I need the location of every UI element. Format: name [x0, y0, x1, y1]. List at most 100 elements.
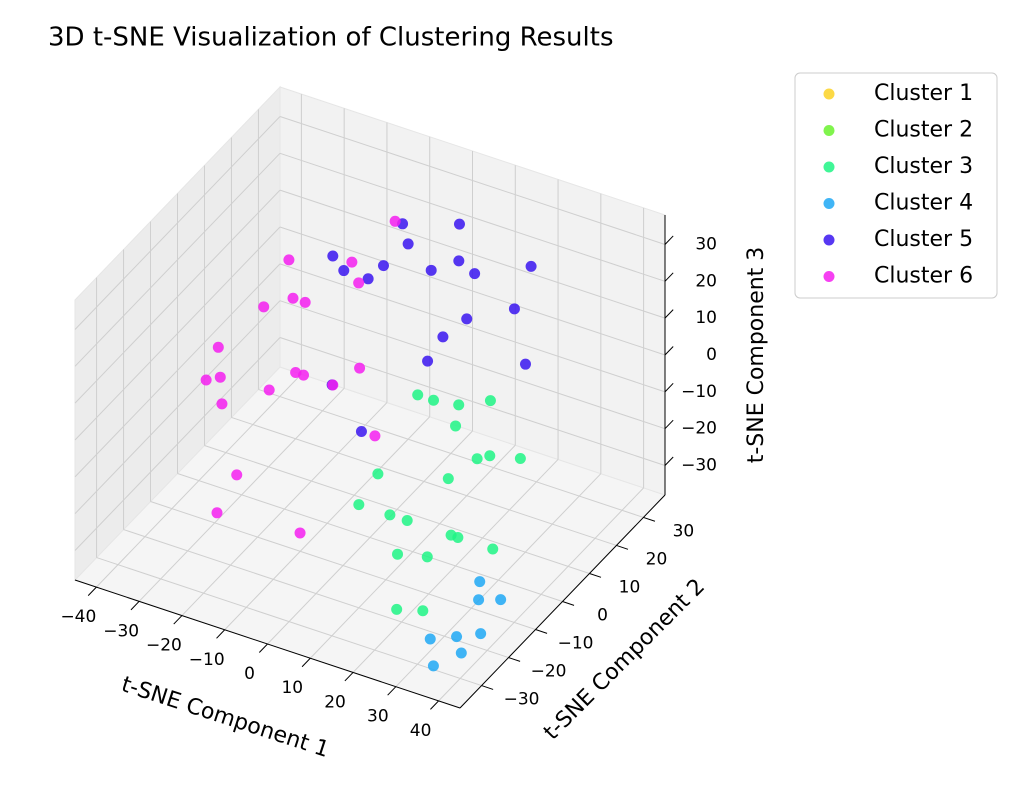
tick-mark [173, 615, 183, 625]
x-tick-label: −20 [146, 636, 182, 656]
point [495, 594, 507, 606]
grid-line [96, 557, 482, 687]
point [354, 362, 366, 374]
point [290, 366, 302, 378]
tick-mark [562, 601, 575, 606]
x-tick-label: 0 [244, 664, 255, 684]
grid-line [279, 263, 666, 393]
legend-label: Cluster 1 [874, 81, 973, 106]
tick-mark [664, 235, 674, 245]
z-tick-label: 0 [706, 345, 717, 365]
point [216, 398, 228, 410]
point [417, 605, 429, 617]
x-tick-label: 10 [281, 678, 303, 698]
point [525, 260, 537, 272]
point [211, 507, 223, 519]
x-tick-label: −40 [60, 607, 96, 627]
tick-mark [664, 382, 674, 393]
point [469, 268, 481, 280]
point [453, 255, 465, 267]
point [231, 469, 243, 481]
x-tick-label: −30 [103, 621, 139, 641]
grid-line [279, 226, 666, 356]
grid-line [177, 473, 563, 602]
tick-mark [664, 456, 674, 466]
grid-line [74, 152, 281, 367]
z-tick-label: −10 [681, 382, 717, 402]
legend-marker [823, 125, 835, 136]
grid-line [279, 189, 666, 319]
y-tick-label: −10 [558, 634, 594, 654]
point [445, 529, 457, 541]
point [362, 273, 374, 285]
point [474, 576, 486, 588]
legend-box [794, 72, 998, 299]
grid-line [258, 388, 644, 518]
x-tick-label: 40 [410, 721, 432, 741]
grid-line [150, 501, 536, 631]
y-tick-label: 20 [646, 549, 668, 569]
point [389, 215, 401, 227]
point [450, 420, 462, 432]
point [294, 527, 306, 539]
point [475, 628, 487, 640]
point [412, 389, 424, 401]
point [427, 660, 439, 672]
tick-mark [508, 657, 521, 662]
point [200, 374, 212, 386]
point [455, 647, 467, 659]
point [327, 379, 339, 391]
point [484, 395, 496, 407]
point [327, 250, 339, 262]
point [471, 453, 483, 465]
point [346, 256, 358, 268]
z-tick-label: 10 [695, 308, 717, 328]
point [422, 355, 434, 367]
point [519, 358, 531, 370]
legend-label: Cluster 5 [874, 227, 973, 252]
point [484, 450, 496, 462]
point [461, 313, 473, 325]
tick-mark [664, 309, 674, 319]
y-tick-label: −20 [531, 662, 567, 682]
point [401, 515, 413, 527]
y-axis-label: t-SNE Component 2 [539, 574, 710, 745]
z-tick-label: 30 [695, 234, 717, 254]
point [283, 254, 295, 266]
point [402, 238, 414, 250]
point [372, 468, 384, 480]
point [473, 594, 485, 606]
grid-line [74, 116, 281, 330]
grid-line [279, 115, 666, 245]
grid-line [74, 263, 281, 478]
legend-label: Cluster 4 [874, 191, 973, 216]
tick-mark [387, 686, 397, 696]
point [299, 296, 311, 308]
tick-mark [216, 629, 226, 639]
point [442, 473, 454, 485]
x-tick-label: −10 [189, 650, 225, 670]
point [355, 425, 367, 437]
point [258, 301, 270, 313]
point [487, 543, 499, 555]
grid-line [74, 300, 281, 515]
y-tick-label: 10 [619, 577, 641, 597]
point [425, 264, 437, 276]
tick-mark [301, 657, 311, 668]
legend-label: Cluster 2 [874, 118, 973, 143]
grid-line [74, 226, 281, 441]
point [424, 633, 436, 645]
legend-marker [823, 88, 835, 100]
tick-mark [258, 643, 268, 653]
x-tick-label: 20 [324, 692, 346, 712]
point [384, 509, 396, 521]
point [338, 265, 350, 277]
x-tick-label: 30 [367, 707, 389, 727]
point [421, 551, 433, 563]
tick-mark [643, 516, 656, 522]
tick-mark [664, 419, 674, 430]
point [377, 260, 389, 272]
point [453, 218, 465, 230]
tick-mark [430, 700, 439, 710]
